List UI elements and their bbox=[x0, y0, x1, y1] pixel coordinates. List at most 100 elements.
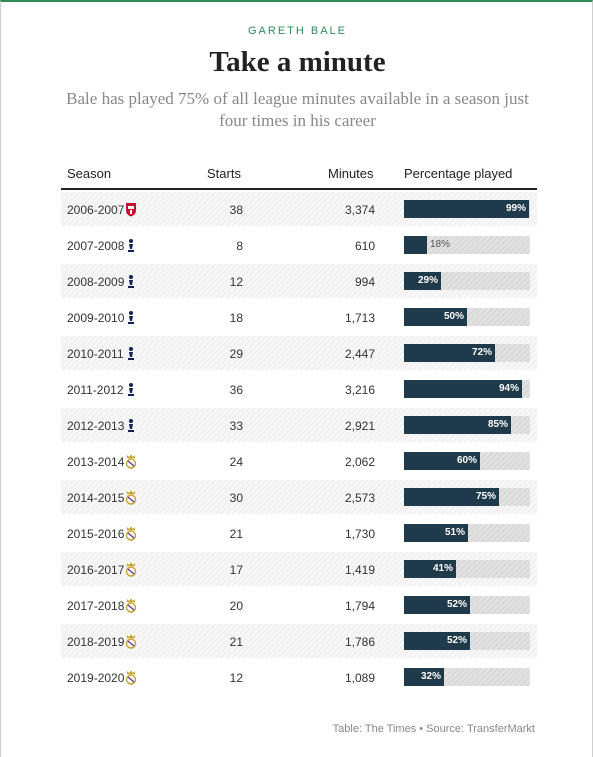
percentage-bar-track: 32% bbox=[404, 668, 530, 686]
percentage-label: 99% bbox=[505, 203, 526, 214]
minutes-value: 2,921 bbox=[344, 419, 375, 433]
starts-value: 12 bbox=[229, 671, 243, 685]
percentage-label: 50% bbox=[443, 311, 464, 322]
percentage-bar-track: 52% bbox=[404, 596, 530, 614]
starts-value: 30 bbox=[229, 491, 243, 505]
season-label: 2007-2008 bbox=[67, 239, 125, 253]
percentage-bar-track: 99% bbox=[404, 200, 530, 218]
minutes-value: 994 bbox=[354, 275, 375, 289]
season-label: 2006-2007 bbox=[67, 203, 125, 217]
table-header: Season Starts Minutes Percentage played bbox=[61, 165, 537, 190]
percentage-bar bbox=[404, 380, 522, 398]
column-header-season: Season bbox=[67, 166, 112, 181]
tottenham-crest-icon bbox=[125, 310, 137, 325]
starts-value: 29 bbox=[229, 347, 243, 361]
percentage-label: 72% bbox=[471, 347, 492, 358]
percentage-bar bbox=[404, 272, 441, 290]
percentage-label: 32% bbox=[420, 671, 441, 682]
percentage-label: 51% bbox=[444, 527, 465, 538]
percentage-bar bbox=[404, 560, 456, 578]
percentage-label: 85% bbox=[487, 419, 508, 430]
season-label: 2011-2012 bbox=[67, 383, 124, 397]
minutes-value: 1,419 bbox=[344, 563, 375, 577]
minutes-value: 1,713 bbox=[344, 311, 375, 325]
season-label: 2019-2020 bbox=[67, 671, 125, 685]
season-label: 2008-2009 bbox=[67, 275, 125, 289]
season-label: 2014-2015 bbox=[67, 491, 125, 505]
table-row: 2013-2014 24 2,062 60% bbox=[61, 444, 537, 479]
percentage-bar bbox=[404, 488, 499, 506]
table-row: 2017-2018 20 1,794 52% bbox=[61, 588, 537, 623]
column-header-percentage: Percentage played bbox=[404, 166, 513, 181]
percentage-bar-track: 75% bbox=[404, 488, 530, 506]
season-label: 2017-2018 bbox=[67, 599, 125, 613]
minutes-value: 1,794 bbox=[344, 599, 375, 613]
table-row: 2010-2011 29 2,447 72% bbox=[61, 336, 537, 371]
percentage-bar-track: 85% bbox=[404, 416, 530, 434]
percentage-bar-track: 51% bbox=[404, 524, 530, 542]
chart-subtitle: Bale has played 75% of all league minute… bbox=[66, 89, 529, 130]
table-row: 2018-2019 21 1,786 52% bbox=[61, 624, 537, 659]
source-note: Table: The Times • Source: TransferMarkt bbox=[332, 723, 535, 735]
percentage-bar bbox=[404, 308, 467, 326]
real-madrid-crest-icon bbox=[125, 634, 137, 649]
season-label: 2009-2010 bbox=[67, 311, 125, 325]
real-madrid-crest-icon bbox=[125, 598, 137, 613]
column-header-starts: Starts bbox=[207, 166, 241, 181]
tottenham-crest-icon bbox=[125, 238, 137, 253]
starts-value: 21 bbox=[229, 635, 243, 649]
minutes-value: 2,573 bbox=[344, 491, 375, 505]
real-madrid-crest-icon bbox=[125, 526, 137, 541]
minutes-value: 1,786 bbox=[344, 635, 375, 649]
minutes-value: 1,730 bbox=[344, 527, 375, 541]
table-row: 2014-2015 30 2,573 75% bbox=[61, 480, 537, 515]
season-label: 2016-2017 bbox=[67, 563, 125, 577]
percentage-label: 94% bbox=[498, 383, 519, 394]
starts-value: 18 bbox=[229, 311, 243, 325]
season-label: 2018-2019 bbox=[67, 635, 125, 649]
minutes-value: 3,216 bbox=[344, 383, 375, 397]
table-row: 2016-2017 17 1,419 41% bbox=[61, 552, 537, 587]
percentage-label: 52% bbox=[446, 635, 467, 646]
season-label: 2015-2016 bbox=[67, 527, 125, 541]
real-madrid-crest-icon bbox=[125, 490, 137, 505]
percentage-bar-track: 52% bbox=[404, 632, 530, 650]
percentage-label: 41% bbox=[432, 563, 453, 574]
percentage-bar bbox=[404, 632, 470, 650]
minutes-value: 610 bbox=[354, 239, 375, 253]
starts-value: 8 bbox=[236, 239, 243, 253]
starts-value: 36 bbox=[229, 383, 243, 397]
percentage-bar bbox=[404, 596, 470, 614]
minutes-value: 2,062 bbox=[344, 455, 375, 469]
table-row: 2012-2013 33 2,921 85% bbox=[61, 408, 537, 443]
starts-value: 38 bbox=[229, 203, 243, 217]
real-madrid-crest-icon bbox=[125, 454, 137, 469]
table-row: 2009-2010 18 1,713 50% bbox=[61, 300, 537, 335]
tottenham-crest-icon bbox=[125, 274, 137, 289]
percentage-bar bbox=[404, 344, 495, 362]
percentage-label: 29% bbox=[417, 275, 438, 286]
table-row: 2011-2012 36 3,216 94% bbox=[61, 372, 537, 407]
table-row: 2008-2009 12 994 29% bbox=[61, 264, 537, 299]
percentage-bar bbox=[404, 668, 444, 686]
tottenham-crest-icon bbox=[125, 382, 137, 397]
kicker: GARETH BALE bbox=[247, 25, 348, 37]
minutes-value: 1,089 bbox=[344, 671, 375, 685]
percentage-bar-track: 72% bbox=[404, 344, 530, 362]
starts-value: 20 bbox=[229, 599, 243, 613]
table-row: 2006-2007 38 3,374 99% bbox=[61, 192, 537, 227]
percentage-bar bbox=[404, 524, 468, 542]
starts-value: 24 bbox=[229, 455, 243, 469]
starts-value: 21 bbox=[229, 527, 243, 541]
percentage-bar-track: 50% bbox=[404, 308, 530, 326]
starts-value: 17 bbox=[229, 563, 243, 577]
season-label: 2012-2013 bbox=[67, 419, 125, 433]
minutes-value: 2,447 bbox=[344, 347, 375, 361]
percentage-bar bbox=[404, 236, 427, 254]
table-row: 2007-2008 8 610 18% bbox=[61, 228, 537, 263]
percentage-bar-track: 18% bbox=[404, 236, 530, 254]
percentage-bar bbox=[404, 416, 511, 434]
table-row: 2015-2016 21 1,730 51% bbox=[61, 516, 537, 551]
percentage-bar-track: 60% bbox=[404, 452, 530, 470]
